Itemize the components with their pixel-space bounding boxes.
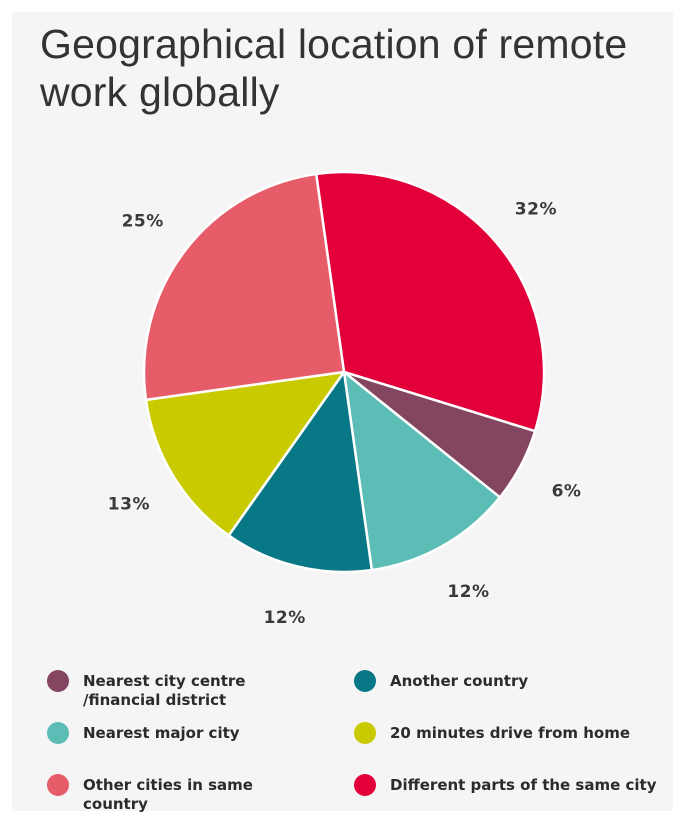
pie-slice-nearest-major-city [342, 370, 502, 572]
pie-slice-other-cities-in-same-country [142, 172, 346, 402]
pie-label-different-parts-of-the-same-city: 32% [515, 200, 557, 220]
chart-title: Geographical location of remote work glo… [40, 21, 628, 115]
pie-label-20-minutes-drive-from-home: 13% [108, 494, 150, 514]
pie-label-other-cities-in-same-country: 25% [122, 211, 164, 231]
pie-label-nearest-city-centre-financial-district: 6% [552, 481, 582, 501]
pie-slice-another-country [227, 370, 374, 574]
pie-label-another-country: 12% [264, 608, 306, 628]
pie-slice-20-minutes-drive-from-home [144, 370, 346, 537]
pie-label-nearest-major-city: 12% [447, 582, 489, 602]
pie-slice-different-parts-of-the-same-city [314, 170, 546, 433]
